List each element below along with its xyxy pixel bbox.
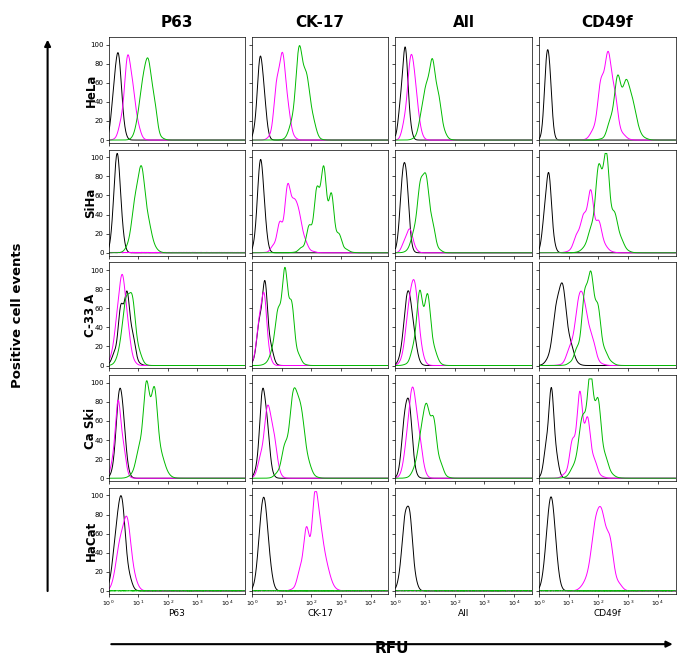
Text: CD49f: CD49f bbox=[582, 15, 633, 30]
Text: CK-17: CK-17 bbox=[295, 15, 344, 30]
Text: All: All bbox=[453, 15, 475, 30]
Text: SiHa: SiHa bbox=[85, 187, 97, 218]
X-axis label: CD49f: CD49f bbox=[594, 609, 621, 619]
Text: HeLa: HeLa bbox=[85, 73, 97, 107]
Text: HaCat: HaCat bbox=[85, 521, 97, 561]
Text: P63: P63 bbox=[160, 15, 193, 30]
X-axis label: P63: P63 bbox=[168, 609, 186, 619]
Text: Positive cell events: Positive cell events bbox=[11, 243, 24, 388]
Text: RFU: RFU bbox=[374, 641, 409, 656]
Text: C-33 A: C-33 A bbox=[85, 294, 97, 337]
Text: Ca Ski: Ca Ski bbox=[85, 407, 97, 449]
X-axis label: All: All bbox=[458, 609, 470, 619]
X-axis label: CK-17: CK-17 bbox=[307, 609, 333, 619]
